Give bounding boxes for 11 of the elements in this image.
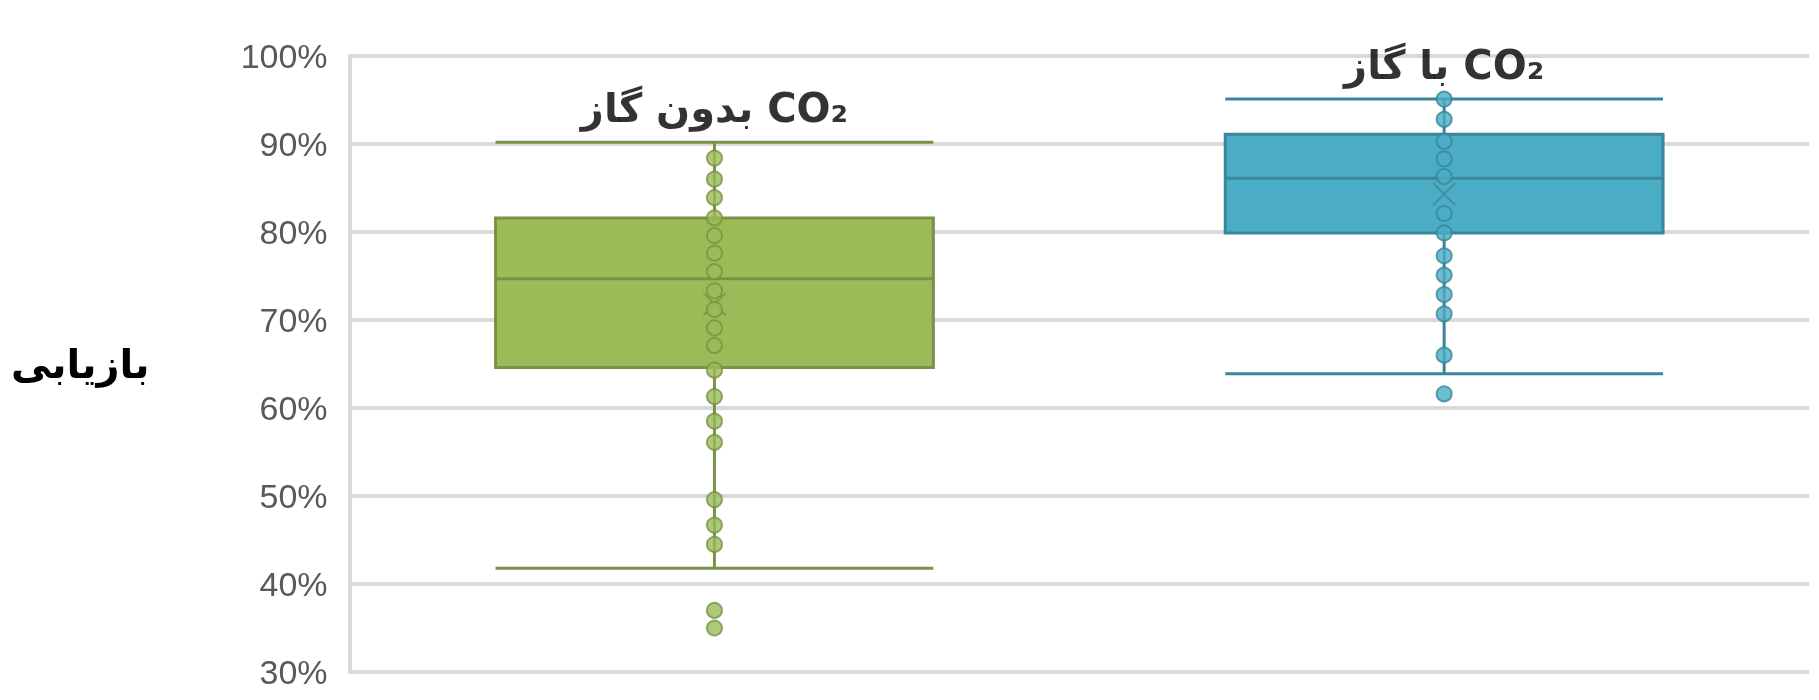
y-tick-label: 70% [259, 301, 328, 339]
y-tick-label: 30% [259, 653, 328, 691]
y-tick-label: 50% [259, 477, 328, 515]
y-tick-label: 80% [259, 213, 328, 251]
x-tick-label: با گاز CO₂ [1342, 42, 1545, 90]
y-tick-label: 40% [259, 565, 328, 603]
y-tick-label: 100% [240, 37, 328, 75]
y-tick-label: 90% [259, 125, 328, 163]
y-tick-label: 60% [259, 389, 328, 427]
x-tick-label: بدون گاز CO₂ [578, 85, 849, 133]
y-axis-title: بازیابی [11, 341, 150, 388]
